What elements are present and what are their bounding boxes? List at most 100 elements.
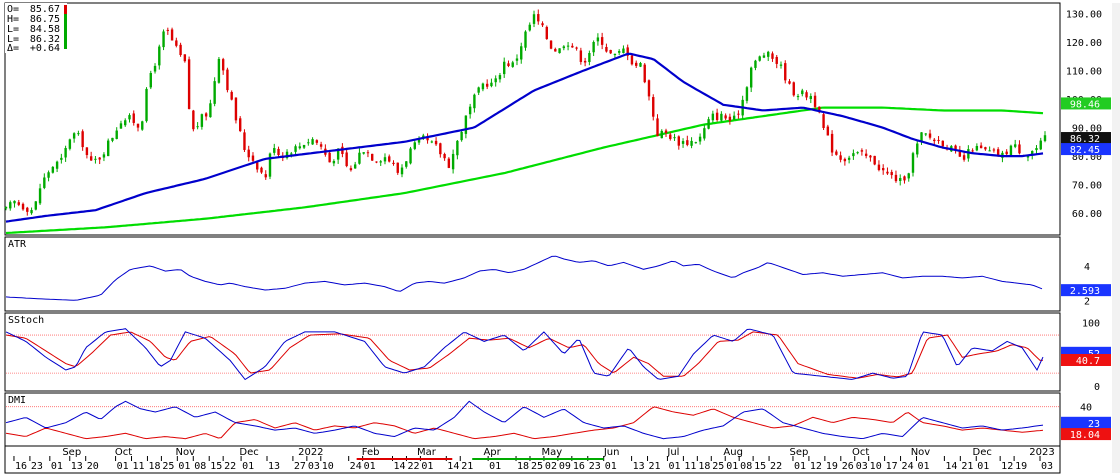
candle-body [677, 136, 680, 146]
candle-body [600, 37, 604, 45]
candle-body [528, 24, 531, 31]
candle-body [106, 140, 110, 157]
x-day-label: 03 [1041, 461, 1053, 472]
candle-body [754, 60, 757, 68]
tag-stoch-d: 40.7 [1076, 356, 1100, 367]
quote-value-open: 85.67 [30, 4, 60, 15]
candle-body [349, 168, 353, 171]
x-day-label: 24 [902, 461, 914, 472]
candle-body [967, 149, 970, 159]
x-day-label: 21 [649, 461, 661, 472]
candle-body [251, 155, 255, 161]
price-panel [4, 2, 1061, 236]
candle-body [958, 150, 962, 157]
candle-body [660, 130, 663, 139]
candle-body [388, 156, 391, 162]
candle-body [179, 44, 182, 56]
candle-body [132, 113, 135, 123]
candle-body [860, 150, 864, 152]
candle-body [21, 203, 25, 210]
candle-body [43, 177, 46, 188]
candle-body [554, 48, 557, 52]
candle-body [869, 155, 872, 158]
x-day-label: 01 [489, 461, 501, 472]
candle-body [784, 63, 787, 81]
candle-body [128, 115, 131, 120]
x-day-label: 15 [210, 461, 222, 472]
candle-body [405, 161, 408, 167]
candle-body [515, 58, 519, 61]
candle-body [852, 153, 855, 157]
candle-body [873, 155, 876, 165]
candle-body [1039, 140, 1042, 150]
candle-body [285, 151, 289, 158]
x-day-label: 01 [178, 461, 190, 472]
candle-body [68, 139, 72, 149]
x-day-label: 10 [322, 461, 334, 472]
candle-body [230, 91, 233, 100]
stoch-y-tick-label: 100 [1082, 318, 1100, 329]
candle-body [409, 148, 412, 164]
quote-value-low: 84.58 [30, 24, 60, 35]
quote-key-last: L= [7, 34, 19, 45]
x-day-label: 10 [870, 461, 882, 472]
candle-body [294, 146, 297, 152]
candle-body [136, 123, 140, 128]
candle-body [737, 113, 740, 115]
dmi-group: 40 [5, 400, 1092, 440]
quote-value-last: 86.32 [30, 34, 60, 45]
candle-body [85, 147, 89, 156]
candle-body [439, 143, 442, 155]
ma-slow-line [5, 106, 1044, 235]
candle-body [979, 145, 983, 149]
x-day-label: 02 [545, 461, 557, 472]
candle-body [826, 126, 830, 136]
candle-body [366, 152, 370, 154]
candle-body [596, 37, 600, 42]
candle-body [209, 103, 212, 118]
x-day-label: 20 [87, 461, 99, 472]
candle-body [456, 140, 459, 156]
candle-body [371, 153, 374, 161]
candle-body [111, 137, 114, 141]
x-month-label: Oct [852, 447, 869, 458]
x-month-label: Sep [790, 447, 809, 458]
candle-body [622, 48, 625, 54]
candle-body [630, 55, 634, 65]
sstoch-title: SStoch [8, 315, 44, 326]
x-axis-group: 16 23 01 13 20 01 11 18 25 01 08 15 22 01 13 27 03 10 24 01… [13, 447, 1055, 472]
candle-body [720, 113, 723, 121]
candle-body [81, 131, 84, 148]
ma-fast-group [5, 52, 1044, 223]
candle-body [847, 157, 851, 160]
x-day-label: 18 [517, 461, 529, 472]
candle-body [673, 137, 676, 139]
candle-body [592, 42, 595, 53]
candle-body [686, 140, 689, 145]
candle-body [652, 97, 655, 117]
stoch-d-line [5, 331, 1044, 379]
candle-body [332, 160, 336, 164]
candle-body [924, 133, 927, 135]
candle-body [477, 87, 480, 93]
x-day-label: 18 [698, 461, 710, 472]
candle-body [681, 141, 685, 144]
candle-body [626, 47, 629, 56]
candle-body [656, 118, 659, 137]
candle-body [541, 23, 544, 26]
x-month-label: Jun [603, 447, 620, 458]
candle-body [196, 126, 199, 128]
candle-body [311, 139, 314, 145]
candle-body [153, 65, 157, 72]
x-day-label: 16 [15, 461, 27, 472]
candle-body [707, 119, 710, 129]
candle-body [813, 95, 817, 107]
quote-key-open: O= [7, 4, 19, 15]
candle-body [903, 176, 906, 181]
x-day-label: 12 [810, 461, 822, 472]
candle-body [13, 200, 16, 204]
x-day-label: 22 [224, 461, 236, 472]
candle-body [937, 139, 940, 141]
tag-atr-bg [1061, 284, 1111, 297]
